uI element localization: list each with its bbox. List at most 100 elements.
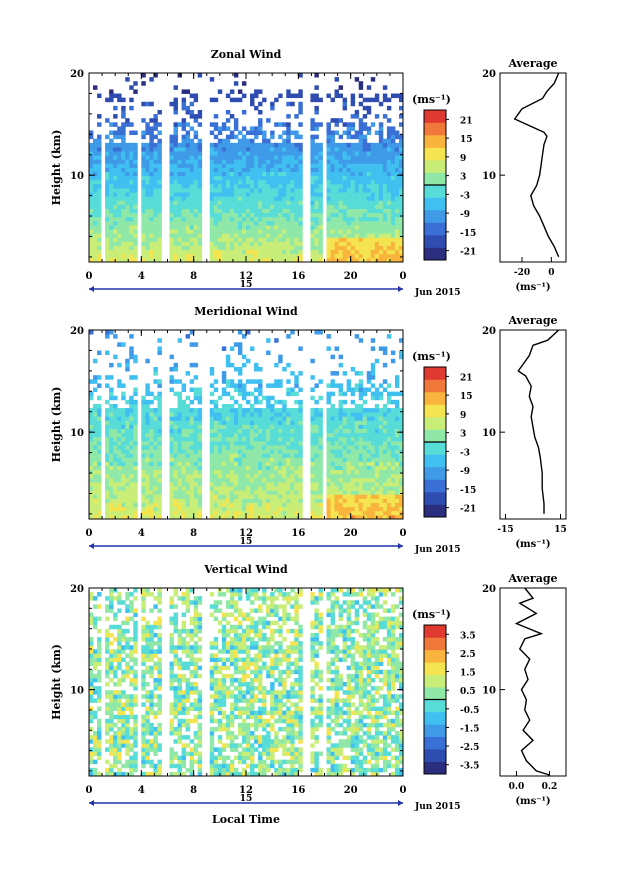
heatmap-cell (258, 118, 263, 123)
heatmap-cell (229, 498, 235, 503)
heatmap-cell (157, 440, 162, 446)
heatmap-cell (366, 142, 372, 148)
heatmap-cell (350, 514, 356, 520)
heatmap-cell (145, 151, 150, 156)
heatmap-cell (266, 498, 271, 503)
heatmap-cell (157, 514, 162, 520)
heatmap-cell (334, 428, 339, 434)
heatmap-cell (354, 432, 360, 438)
heatmap-cell (378, 514, 384, 520)
heatmap-cell (113, 420, 118, 425)
heatmap-cell (266, 395, 271, 401)
heatmap-cell (290, 183, 295, 189)
heatmap-cell (278, 241, 283, 246)
heatmap-cell (109, 395, 114, 401)
heatmap-cell (233, 506, 239, 512)
heatmap-cell (193, 445, 199, 450)
heatmap-cell (89, 767, 94, 773)
heatmap-cell (97, 645, 102, 650)
heatmap-cell (185, 502, 191, 508)
heatmap-cell (141, 440, 146, 446)
colorbar-tick-label: 3 (460, 430, 466, 440)
heatmap-cell (169, 237, 174, 242)
heatmap-cell (382, 498, 388, 503)
heatmap-cell (314, 73, 319, 78)
heatmap-cell (334, 420, 339, 425)
heatmap-cell (105, 453, 110, 458)
heatmap-cell (217, 179, 223, 185)
heatmap-cell (370, 428, 376, 434)
heatmap-cell (366, 514, 372, 520)
heatmap-cell (314, 399, 319, 405)
heatmap-cell (233, 469, 239, 475)
heatmap-cell (225, 358, 231, 364)
heatmap-cell (282, 506, 287, 512)
heatmap-cell (310, 208, 315, 214)
heatmap-cell (197, 449, 203, 454)
heatmap-cell (113, 167, 118, 173)
colorbar-swatch (424, 160, 446, 173)
heatmap-cell (129, 440, 134, 446)
heatmap-cell (233, 146, 239, 152)
heatmap-cell (217, 486, 223, 491)
heatmap-cell (237, 89, 243, 94)
heatmap-cell (350, 241, 356, 246)
heatmap-cell (358, 241, 364, 246)
heatmap-cell (314, 330, 319, 335)
heatmap-cell (298, 453, 303, 458)
heatmap-cell (213, 237, 219, 242)
heatmap-cell (394, 171, 400, 177)
heatmap-cell (89, 486, 94, 491)
heatmap-cell (398, 167, 404, 173)
heatmap-cell (113, 196, 118, 201)
heatmap-cell (125, 163, 130, 168)
heatmap-cell (145, 130, 150, 136)
heatmap-cell (386, 498, 392, 503)
heatmap-cell (89, 469, 94, 475)
heatmap-cell (213, 469, 219, 475)
heatmap-cell (145, 465, 150, 471)
heatmap-cell (229, 506, 235, 512)
heatmap-cell (310, 151, 315, 156)
heatmap-cell (141, 428, 146, 434)
heatmap-cell (193, 436, 199, 442)
heatmap-cell (266, 436, 271, 442)
heatmap-cell (121, 167, 126, 173)
heatmap-cell (334, 253, 339, 259)
heatmap-cell (286, 212, 291, 218)
x-tick-label: 16 (291, 271, 305, 282)
heatmap-cell (157, 138, 162, 144)
heatmap-cell (394, 93, 400, 99)
heatmap-cell (270, 420, 275, 425)
heatmap-cell (294, 200, 299, 205)
heatmap-cell (278, 159, 283, 164)
heatmap-cell (274, 338, 279, 343)
heatmap-cell (338, 188, 344, 193)
heatmap-cell (113, 506, 118, 512)
colorbar-swatch (424, 417, 446, 430)
heatmap-cell (133, 253, 138, 259)
heatmap-cell (197, 428, 203, 434)
heatmap-cell (334, 408, 339, 413)
heatmap-cell (141, 445, 146, 450)
heatmap-cell (221, 163, 227, 168)
heatmap-cell (286, 469, 291, 475)
heatmap-cell (254, 486, 259, 491)
heatmap-cell (366, 424, 372, 430)
heatmap-cell (157, 249, 162, 255)
heatmap-cell (378, 146, 384, 152)
heatmap-cell (193, 204, 199, 209)
heatmap-cell (121, 220, 126, 226)
heatmap-cell (173, 482, 178, 487)
heatmap-cell (310, 257, 315, 263)
heatmap-cell (294, 490, 299, 495)
heatmap-cell (370, 179, 376, 185)
heatmap-cell (213, 114, 219, 119)
heatmap-cell (185, 208, 191, 214)
heatmap-cell (89, 473, 94, 479)
heatmap-cell (89, 146, 94, 152)
heatmap-cell (266, 204, 271, 209)
heatmap-cell (173, 208, 178, 214)
heatmap-cell (254, 257, 259, 263)
heatmap-cell (93, 490, 98, 495)
